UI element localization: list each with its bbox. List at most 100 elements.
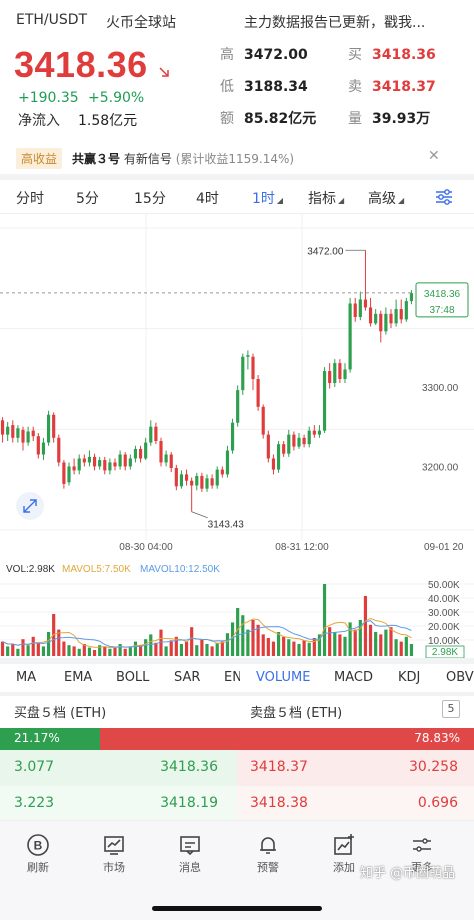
exchange-name[interactable]: 火币全球站	[106, 15, 176, 31]
buy-price[interactable]: 3418.19	[160, 795, 218, 811]
candle-body	[149, 426, 153, 443]
candle-body	[215, 469, 219, 486]
volume-bar	[389, 627, 393, 656]
volume-bar	[312, 638, 316, 656]
chart-settings-icon[interactable]	[434, 188, 454, 206]
volume-bar	[179, 644, 184, 656]
volume-bar	[241, 615, 245, 656]
nav-label: 消息	[179, 861, 201, 874]
vol-tick-label: 50.00K	[428, 580, 460, 591]
candle-body	[404, 301, 408, 320]
candle-body	[261, 406, 265, 435]
volume-bar	[21, 639, 25, 656]
candle-body	[328, 371, 332, 383]
candle-body	[353, 303, 357, 318]
orderbook-header: 买盘５档 (ETH) 卖盘５档 (ETH) 5	[0, 698, 474, 726]
stat-label: 卖	[348, 79, 362, 95]
volume-bar	[67, 645, 71, 656]
volume-bar	[41, 646, 46, 656]
buy-ratio-label: 21.17%	[14, 731, 60, 745]
candle-body	[333, 363, 337, 383]
stat-low: 低 3188.34	[220, 76, 308, 96]
candle-body	[118, 454, 122, 467]
expand-icon	[23, 499, 37, 513]
buy-price[interactable]: 3418.36	[160, 759, 218, 775]
strategy-banner[interactable]: 高收益 共赢３号 有新信号 (累计收益1159.14%) ✕	[0, 140, 474, 174]
nav-add[interactable]: 添加	[314, 833, 374, 875]
volume-bar	[138, 645, 143, 656]
x-tick-label: 09-01 20	[424, 542, 464, 553]
fullscreen-button[interactable]	[16, 492, 44, 520]
high-yield-badge: 高收益	[16, 148, 63, 169]
tab-15m[interactable]: 15分	[134, 188, 166, 208]
refresh-b-icon: B	[27, 834, 49, 856]
nav-more[interactable]: 更多	[392, 833, 452, 875]
candlestick-chart[interactable]: 3418.36 37:48 3472.00 3143.43 3300.00 32…	[0, 214, 474, 560]
depth-count-selector[interactable]: 5	[442, 700, 460, 718]
ind-tab-obv[interactable]: OBV	[446, 670, 474, 685]
tab-5m[interactable]: 5分	[76, 188, 99, 208]
candle-body	[230, 422, 235, 451]
volume-bar	[266, 638, 270, 656]
candle-body	[138, 448, 143, 459]
volume-bar	[195, 645, 199, 656]
candle-body	[312, 430, 316, 435]
ind-tab-boll[interactable]: BOLL	[116, 670, 150, 685]
orderbook-row: 3.077 3418.36 3418.37 30.258	[0, 750, 474, 786]
vol-label: VOL:2.98K	[6, 564, 55, 575]
stat-volume: 量 39.93万	[348, 108, 430, 128]
volume-bar	[113, 647, 117, 656]
candle-body	[409, 293, 414, 302]
candle-body	[46, 414, 51, 443]
stat-label: 买	[348, 47, 362, 63]
header: ETH/USDT 火币全球站 主力数据报告已更新，戳我...	[0, 0, 474, 40]
tab-4h[interactable]: 4时	[196, 188, 219, 208]
ind-tab-macd[interactable]: MACD	[334, 670, 373, 685]
sell-price[interactable]: 3418.38	[250, 795, 308, 811]
tab-advanced[interactable]: 高级 ◢	[368, 188, 404, 208]
buy-qty: 3.077	[14, 759, 55, 775]
volume-bar	[348, 622, 352, 656]
pair-name[interactable]: ETH/USDT	[16, 12, 88, 28]
ind-tab-kdj[interactable]: KDJ	[398, 670, 421, 685]
candle-body	[164, 454, 168, 463]
candle-body	[210, 478, 214, 486]
volume-bar	[261, 634, 265, 656]
candle-body	[363, 299, 368, 308]
ind-tab-ene[interactable]: EN	[224, 670, 240, 685]
sell-price[interactable]: 3418.37	[250, 759, 308, 775]
tab-time-sharing[interactable]: 分时	[16, 188, 44, 208]
mavol10-line	[2, 620, 412, 648]
nav-alert[interactable]: 预警	[238, 833, 298, 875]
market-icon	[104, 836, 124, 855]
volume-bar	[322, 584, 327, 656]
stat-high: 高 3472.00	[220, 44, 308, 64]
tab-indicators[interactable]: 指标 ◢	[308, 188, 344, 208]
nav-message[interactable]: 消息	[160, 833, 220, 875]
nav-market[interactable]: 市场	[84, 833, 144, 875]
volume-bar	[31, 636, 35, 656]
nav-label: 预警	[257, 861, 279, 874]
ind-tab-volume[interactable]: VOLUME	[256, 670, 311, 685]
nav-label: 添加	[333, 861, 355, 874]
volume-bar	[92, 650, 97, 656]
divider	[0, 658, 474, 664]
candle-body	[348, 303, 352, 370]
close-icon[interactable]: ✕	[428, 148, 440, 164]
candle-body	[292, 434, 296, 447]
candle-body	[236, 390, 240, 423]
volume-bar	[297, 644, 301, 656]
volume-bar	[154, 642, 158, 656]
banner-text: 共赢３号 有新信号 (累计收益1159.14%)	[72, 150, 294, 167]
tab-1h[interactable]: 1时 ◢	[252, 188, 283, 208]
volume-bar	[302, 640, 306, 656]
candle-body	[87, 456, 92, 463]
nav-refresh[interactable]: B 刷新	[8, 833, 68, 875]
notice-link[interactable]: 主力数据报告已更新，戳我...	[244, 15, 426, 31]
ind-tab-sar[interactable]: SAR	[174, 670, 201, 685]
ind-tab-ema[interactable]: EMA	[64, 670, 93, 685]
ind-tab-ma[interactable]: MA	[16, 670, 37, 685]
volume-bar	[384, 629, 388, 656]
volume-bar	[77, 648, 81, 656]
